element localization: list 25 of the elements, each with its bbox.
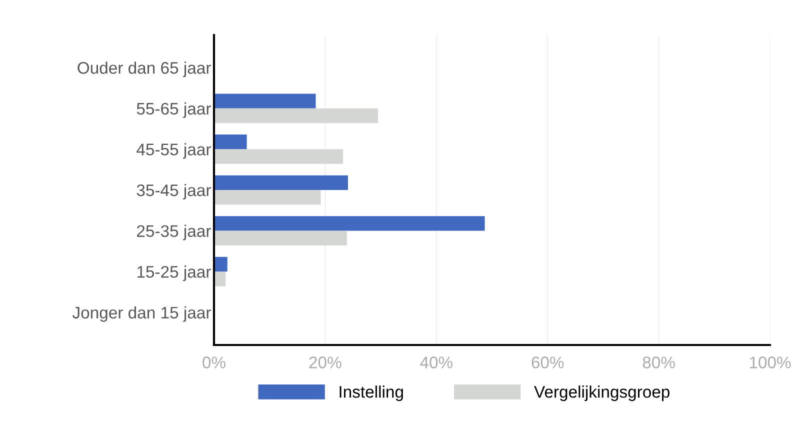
y-tick-label: Ouder dan 65 jaar (78, 62, 211, 78)
bar (214, 190, 321, 205)
bar (214, 175, 348, 190)
x-tick-label: 80% (642, 356, 675, 368)
bar (214, 108, 378, 124)
bar (214, 230, 347, 246)
legend-label: Instelling (340, 386, 403, 402)
bar (214, 272, 226, 286)
x-tick-label: 40% (420, 356, 452, 368)
y-tick-label: 25-35 jaar (137, 224, 211, 240)
y-tick-label: Jonger dan 15 jaar (72, 306, 211, 322)
bar (214, 149, 343, 164)
x-tick-label: 20% (309, 356, 342, 368)
legend-label: Vergelijkingsgroep (534, 386, 670, 402)
bar (214, 216, 485, 231)
y-tick-label: 35-45 jaar (136, 184, 211, 200)
y-tick-label: 55-65 jaar (136, 102, 211, 118)
x-tick-label: 60% (532, 356, 564, 368)
bar (214, 134, 247, 150)
x-tick-label: 100% (750, 356, 791, 368)
bar (214, 256, 228, 272)
y-tick-label: 15-25 jaar (137, 266, 211, 282)
y-tick-label: 45-55 jaar (136, 143, 211, 159)
x-tick-label: 0% (202, 356, 226, 368)
bar (214, 94, 316, 108)
